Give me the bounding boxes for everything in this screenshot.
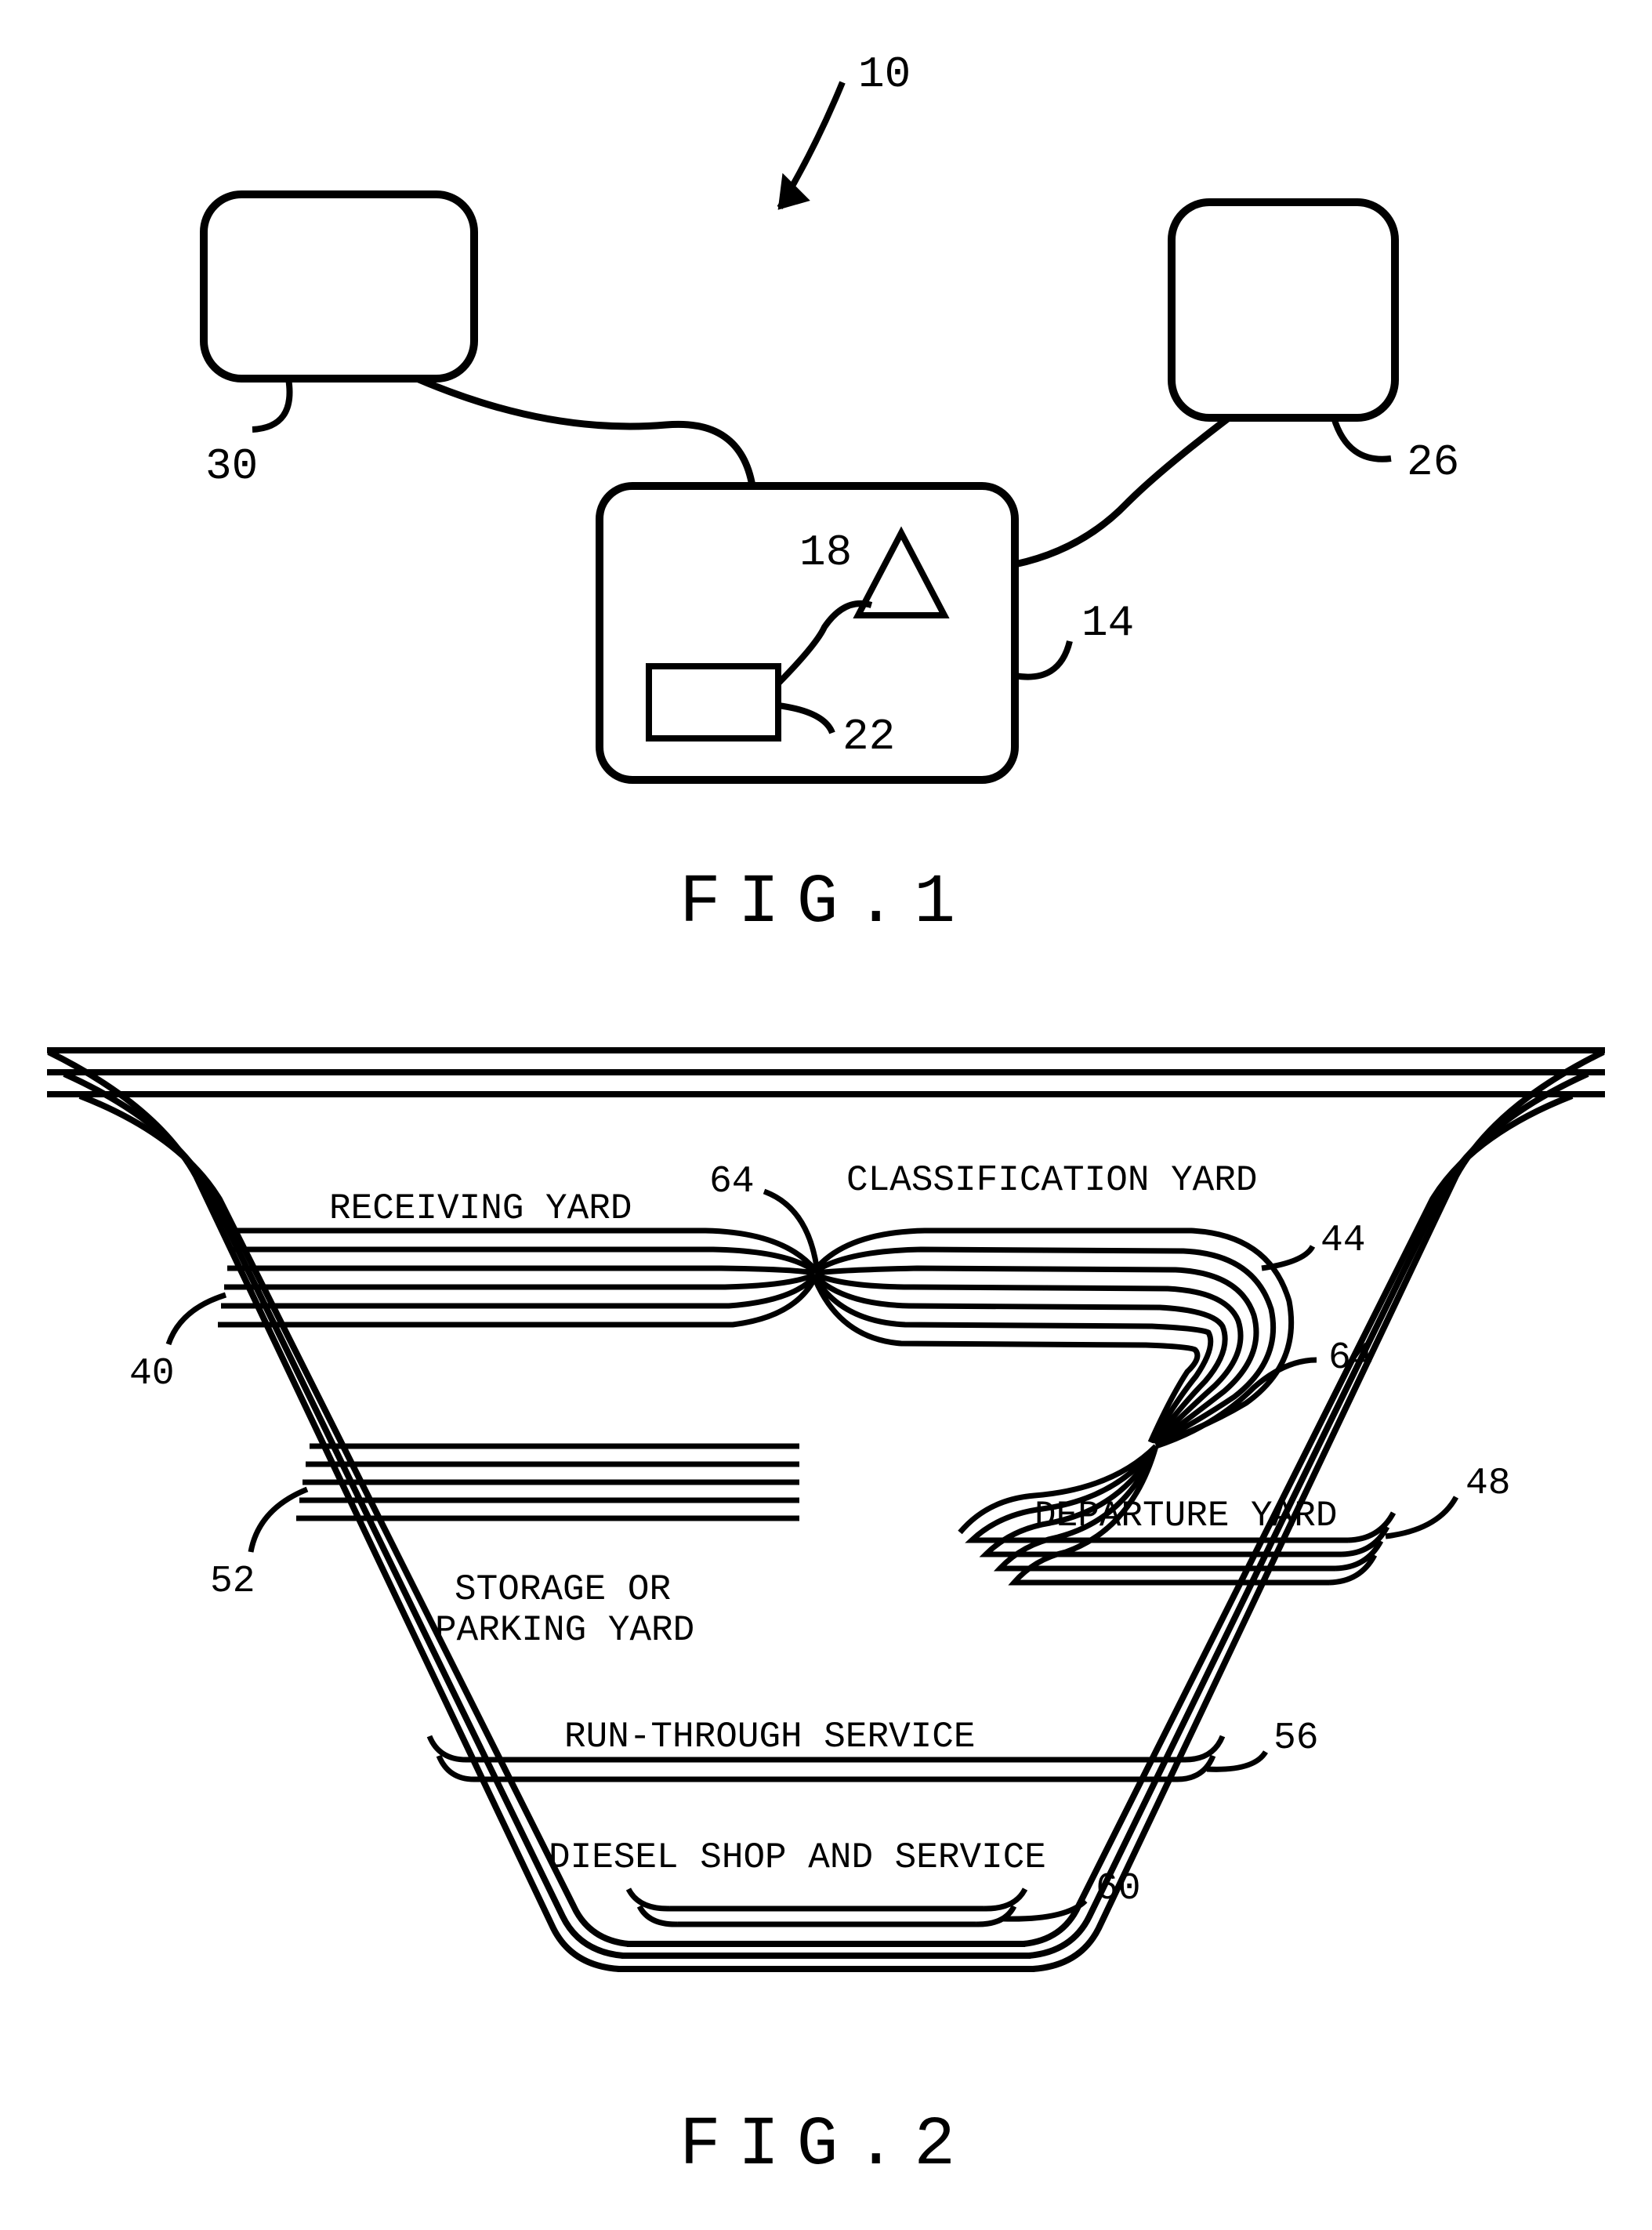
figure-1: 10 30 26 14 18 22 FIG.1: [0, 0, 1652, 980]
ref-30: 30: [205, 441, 258, 491]
ref-56: 56: [1273, 1717, 1319, 1760]
label-runthrough: RUN-THROUGH SERVICE: [564, 1717, 976, 1757]
label-storage: STORAGE OR: [455, 1569, 671, 1610]
leader-30: [252, 379, 290, 430]
leader-44: [1262, 1246, 1313, 1268]
rect-22: [649, 666, 778, 738]
arrow-10: [780, 82, 842, 208]
fig1-caption: FIG.1: [679, 865, 973, 942]
ref-40: 40: [129, 1353, 175, 1395]
mainlines: [47, 1050, 1605, 1969]
connector-left-center: [417, 379, 752, 486]
ref-14: 14: [1081, 598, 1134, 648]
ref-22: 22: [842, 712, 895, 762]
leader-48: [1386, 1497, 1456, 1536]
label-parking: PARKING YARD: [435, 1610, 694, 1651]
connector-right-center: [1015, 418, 1229, 564]
ref-18: 18: [799, 528, 852, 578]
ref-26: 26: [1407, 437, 1459, 488]
diesel-tracks: [629, 1889, 1025, 1924]
leader-22: [778, 705, 832, 733]
label-classification: CLASSIFICATION YARD: [846, 1160, 1258, 1201]
box-26: [1172, 202, 1395, 418]
ref-60: 60: [1096, 1868, 1141, 1910]
fig2-caption: FIG.2: [679, 2107, 973, 2185]
classification-yard-tracks: [815, 1231, 1292, 1442]
label-receiving: RECEIVING YARD: [329, 1188, 632, 1229]
ref-64b: 64: [1328, 1337, 1374, 1380]
receiving-yard-tracks: [218, 1231, 815, 1325]
ref-64a: 64: [709, 1161, 755, 1203]
leader-14: [1015, 641, 1070, 677]
leader-40: [168, 1295, 226, 1344]
leader-26: [1334, 418, 1391, 459]
ref-10: 10: [858, 49, 911, 100]
ref-44: 44: [1321, 1220, 1366, 1262]
label-departure: DEPARTURE YARD: [1034, 1496, 1337, 1536]
figure-2: RECEIVING YARD 64 CLASSIFICATION YARD 44…: [0, 980, 1652, 2226]
ref-48: 48: [1465, 1463, 1511, 1505]
ref-52: 52: [210, 1561, 255, 1603]
figure-2-svg: RECEIVING YARD 64 CLASSIFICATION YARD 44…: [0, 980, 1652, 2226]
figure-1-svg: 10 30 26 14 18 22 FIG.1: [0, 0, 1652, 980]
leader-56: [1207, 1752, 1266, 1769]
box-30: [204, 194, 474, 379]
label-diesel: DIESEL SHOP AND SERVICE: [549, 1837, 1046, 1878]
